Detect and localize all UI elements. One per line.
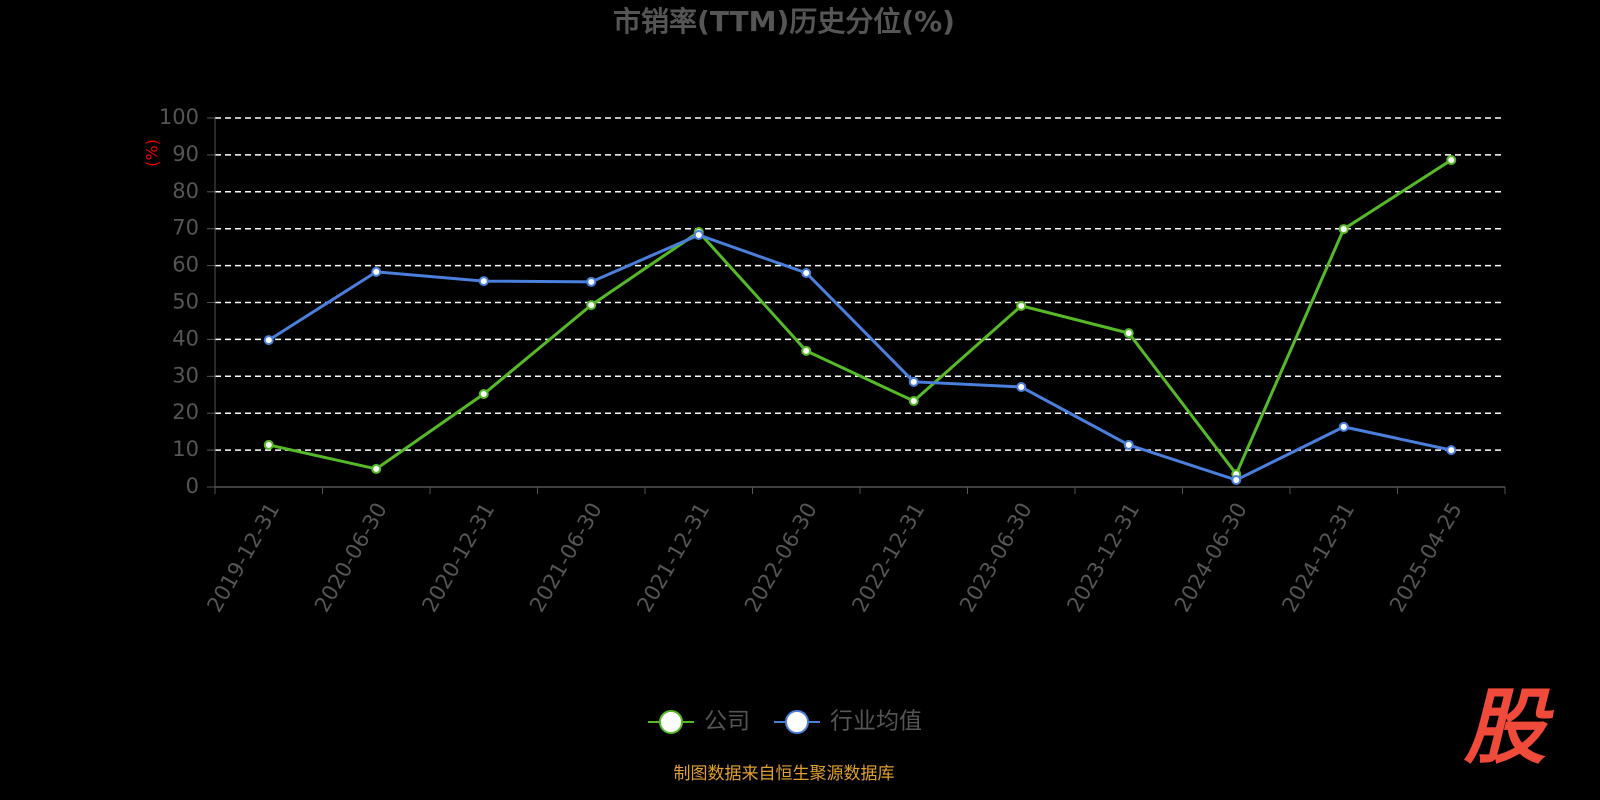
data-point bbox=[1338, 224, 1349, 235]
logo: 股 bbox=[1463, 680, 1554, 775]
series-line bbox=[267, 233, 1452, 482]
source-note: 制图数据来自恒生聚源数据库 bbox=[674, 764, 895, 784]
data-point bbox=[263, 439, 274, 450]
y-tick-label: 80 bbox=[172, 179, 199, 203]
data-point bbox=[478, 389, 489, 400]
y-tick-label: 100 bbox=[159, 105, 199, 129]
data-point bbox=[908, 376, 919, 387]
data-point bbox=[1123, 328, 1134, 339]
data-point bbox=[586, 276, 597, 287]
y-tick-label: 60 bbox=[172, 253, 199, 277]
series-line bbox=[268, 158, 1453, 478]
legend-marker bbox=[659, 710, 683, 734]
y-tick-label: 50 bbox=[172, 290, 199, 314]
data-point bbox=[1338, 421, 1349, 432]
data-point bbox=[1016, 300, 1027, 311]
y-tick-label: 40 bbox=[172, 326, 199, 350]
y-tick-label: 20 bbox=[172, 400, 199, 424]
data-point bbox=[586, 300, 597, 311]
data-point bbox=[371, 266, 382, 277]
y-tick-label: 30 bbox=[172, 363, 199, 387]
data-point bbox=[263, 335, 274, 346]
legend-marker bbox=[785, 710, 809, 734]
data-point bbox=[371, 463, 382, 474]
y-tick-label: 70 bbox=[172, 216, 199, 240]
data-point bbox=[908, 396, 919, 407]
chart-title: 市销率(TTM)历史分位(%) bbox=[613, 5, 955, 38]
data-point bbox=[1016, 382, 1027, 393]
legend-label: 行业均值 bbox=[830, 709, 922, 735]
data-point bbox=[1446, 155, 1457, 166]
data-point bbox=[478, 276, 489, 287]
data-point bbox=[1446, 445, 1457, 456]
data-point bbox=[693, 229, 704, 240]
data-point bbox=[1123, 439, 1134, 450]
data-point bbox=[801, 267, 812, 278]
y-tick-label: 0 bbox=[186, 474, 199, 498]
data-point bbox=[801, 345, 812, 356]
y-tick-label: 10 bbox=[172, 437, 199, 461]
y-tick-label: 90 bbox=[172, 142, 199, 166]
data-point bbox=[1231, 474, 1242, 485]
legend-label: 公司 bbox=[704, 709, 750, 735]
y-axis-label: (%) bbox=[143, 139, 162, 167]
